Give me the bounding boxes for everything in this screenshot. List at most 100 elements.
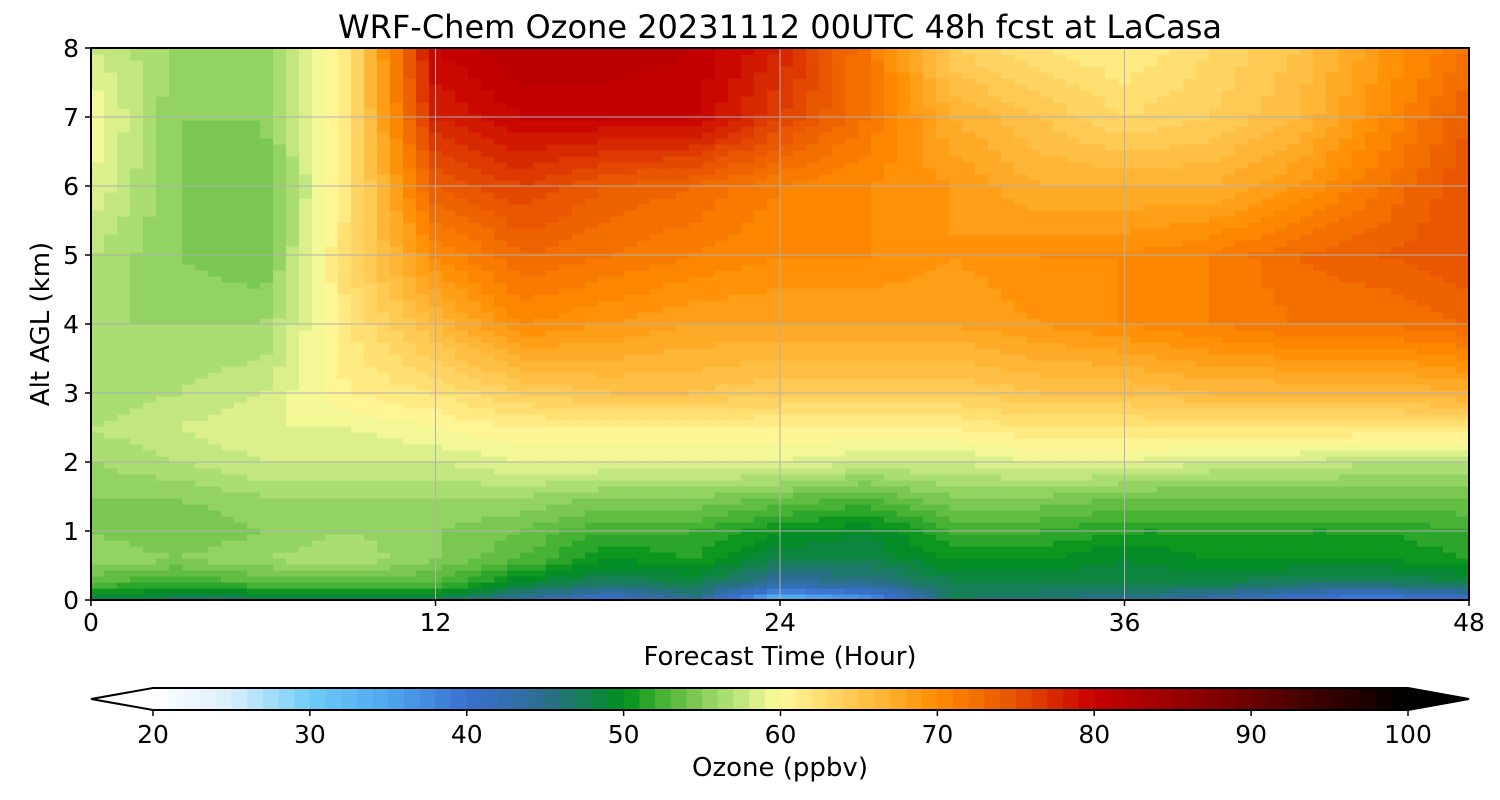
- heatmap-cell: [1040, 570, 1054, 577]
- heatmap-cell: [1404, 594, 1418, 601]
- heatmap-cell: [559, 546, 573, 553]
- heatmap-cell: [1300, 468, 1314, 475]
- heatmap-cell: [364, 516, 378, 523]
- heatmap-cell: [598, 504, 612, 511]
- heatmap-cell: [1027, 414, 1041, 421]
- heatmap-cell: [1144, 360, 1158, 367]
- heatmap-cell: [377, 384, 391, 391]
- heatmap-cell: [299, 468, 313, 475]
- heatmap-cell: [975, 582, 989, 589]
- heatmap-cell: [468, 384, 482, 391]
- heatmap-cell: [936, 396, 950, 403]
- heatmap-cell: [520, 558, 534, 565]
- heatmap-cell: [962, 534, 976, 541]
- heatmap-cell: [325, 516, 339, 523]
- heatmap-cell: [949, 588, 963, 595]
- heatmap-cell: [1248, 462, 1262, 469]
- heatmap-cell: [1235, 456, 1249, 463]
- heatmap-cell: [1248, 564, 1262, 571]
- heatmap-cell: [936, 402, 950, 409]
- heatmap-cell: [949, 474, 963, 481]
- heatmap-cell: [923, 480, 937, 487]
- heatmap-cell: [1131, 432, 1145, 439]
- heatmap-cell: [130, 552, 144, 559]
- heatmap-cell: [598, 552, 612, 559]
- heatmap-cell: [702, 564, 716, 571]
- heatmap-cell: [104, 516, 118, 523]
- heatmap-cell: [1430, 360, 1444, 367]
- heatmap-cell: [1313, 384, 1327, 391]
- heatmap-cell: [494, 546, 508, 553]
- heatmap-cell: [858, 330, 872, 337]
- heatmap-cell: [1261, 420, 1275, 427]
- heatmap-cell: [156, 348, 170, 355]
- heatmap-cell: [221, 480, 235, 487]
- heatmap-cell: [195, 516, 209, 523]
- heatmap-cell: [585, 462, 599, 469]
- heatmap-cell: [1196, 564, 1210, 571]
- heatmap-cell: [143, 336, 157, 343]
- heatmap-cell: [1326, 588, 1340, 595]
- heatmap-cell: [156, 480, 170, 487]
- heatmap-cell: [247, 414, 261, 421]
- heatmap-cell: [936, 414, 950, 421]
- heatmap-cell: [416, 582, 430, 589]
- heatmap-cell: [1222, 564, 1236, 571]
- heatmap-cell: [689, 582, 703, 589]
- heatmap-cell: [1326, 330, 1340, 337]
- heatmap-cell: [1066, 330, 1080, 337]
- heatmap-cell: [286, 360, 300, 367]
- heatmap-cell: [598, 468, 612, 475]
- heatmap-cell: [1404, 396, 1418, 403]
- heatmap-cell: [910, 384, 924, 391]
- heatmap-cell: [676, 378, 690, 385]
- heatmap-cell: [1248, 504, 1262, 511]
- heatmap-cell: [806, 396, 820, 403]
- heatmap-cell: [390, 330, 404, 337]
- heatmap-cell: [338, 450, 352, 457]
- heatmap-cell: [871, 396, 885, 403]
- heatmap-cell: [1326, 456, 1340, 463]
- heatmap-cell: [585, 444, 599, 451]
- heatmap-cell: [624, 534, 638, 541]
- heatmap-cell: [1430, 576, 1444, 583]
- heatmap-cell: [390, 546, 404, 553]
- heatmap-cell: [507, 510, 521, 517]
- heatmap-cell: [1092, 516, 1106, 523]
- heatmap-cell: [871, 558, 885, 565]
- heatmap-cell: [390, 456, 404, 463]
- heatmap-cell: [1027, 402, 1041, 409]
- heatmap-cell: [936, 426, 950, 433]
- heatmap-cell: [221, 450, 235, 457]
- heatmap-cell: [767, 372, 781, 379]
- heatmap-cell: [260, 510, 274, 517]
- heatmap-cell: [312, 522, 326, 529]
- heatmap-cell: [624, 594, 638, 601]
- heatmap-cell: [481, 366, 495, 373]
- heatmap-cell: [1183, 342, 1197, 349]
- heatmap-cell: [351, 456, 365, 463]
- heatmap-cell: [1430, 486, 1444, 493]
- heatmap-cell: [1391, 330, 1405, 337]
- heatmap-cell: [143, 582, 157, 589]
- heatmap-cell: [572, 360, 586, 367]
- heatmap-cell: [91, 462, 105, 469]
- heatmap-cell: [715, 546, 729, 553]
- heatmap-cell: [1417, 552, 1431, 559]
- heatmap-cell: [208, 414, 222, 421]
- heatmap-cell: [1300, 462, 1314, 469]
- heatmap-cell: [260, 564, 274, 571]
- heatmap-cell: [793, 540, 807, 547]
- heatmap-cell: [195, 414, 209, 421]
- heatmap-cell: [1248, 486, 1262, 493]
- heatmap-cell: [871, 504, 885, 511]
- heatmap-cell: [208, 498, 222, 505]
- heatmap-cell: [910, 378, 924, 385]
- heatmap-cell: [130, 384, 144, 391]
- heatmap-cell: [468, 588, 482, 595]
- heatmap-cell: [572, 510, 586, 517]
- heatmap-cell: [1014, 564, 1028, 571]
- heatmap-cell: [1274, 450, 1288, 457]
- heatmap-cell: [273, 348, 287, 355]
- heatmap-cell: [871, 456, 885, 463]
